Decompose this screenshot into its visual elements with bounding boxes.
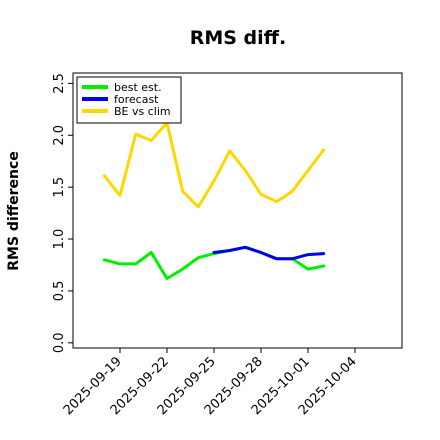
y-tick-label: 1.0 — [52, 229, 67, 250]
y-tick-label: 0.0 — [52, 332, 67, 353]
plot-frame — [72, 72, 403, 349]
legend-label-forecast: forecast — [114, 93, 159, 106]
y-axis-label: RMS difference — [6, 151, 22, 271]
legend-label-be-vs-clim: BE vs clim — [114, 105, 171, 118]
y-tick-label: 1.5 — [52, 177, 67, 198]
y-tick-label: 0.5 — [52, 281, 67, 302]
y-tick-label: 2.5 — [52, 73, 67, 94]
legend-label-best-est: best est. — [114, 81, 162, 94]
y-tick-label: 2.0 — [52, 125, 67, 146]
chart-title: RMS diff. — [190, 27, 287, 49]
series-line-be-vs-clim — [102, 121, 326, 209]
series-line-forecast — [212, 245, 326, 261]
